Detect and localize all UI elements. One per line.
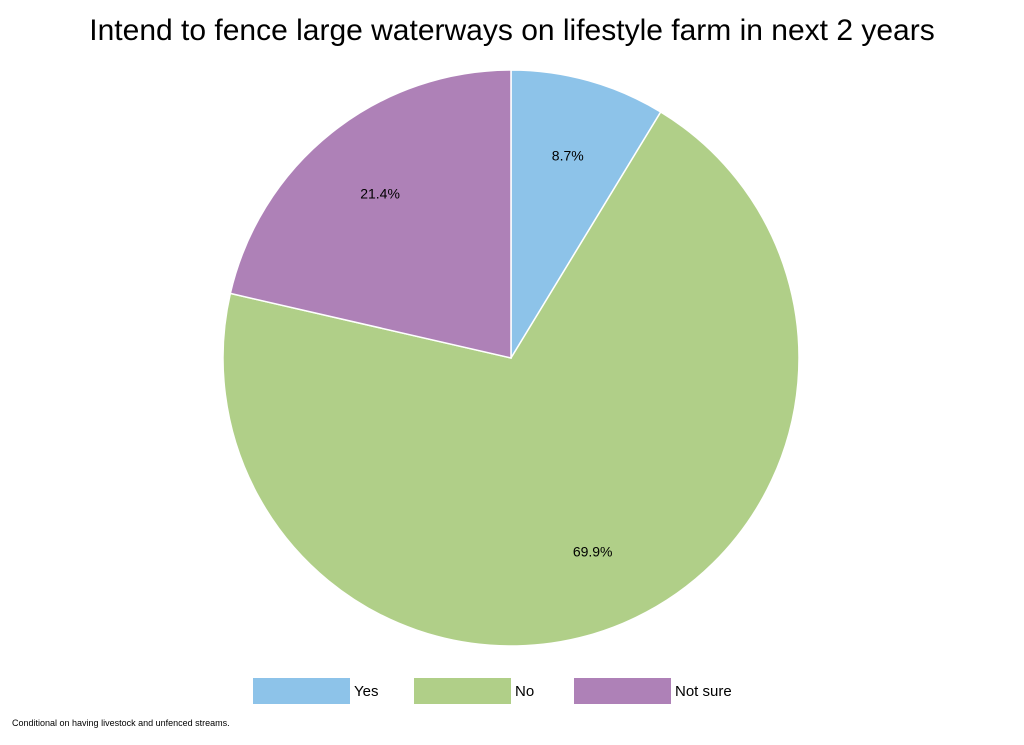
pie-slice-yes (510, 69, 662, 361)
legend-swatch-no (414, 678, 511, 704)
legend-label-no: No (515, 682, 535, 700)
legend: Yes No Not sure (0, 678, 1024, 704)
legend-label-not-sure: Not sure (675, 682, 732, 700)
pie-slices (222, 69, 800, 647)
data-label-not-sure: 21.4% (360, 186, 400, 202)
legend-item-yes: Yes (253, 678, 378, 704)
legend-item-not-sure: Not sure (574, 678, 732, 704)
data-label-no: 69.9% (573, 544, 613, 560)
pie-data-labels: 8.7% 69.9% 21.4% (360, 148, 612, 560)
legend-swatch-not-sure (574, 678, 671, 704)
pie-slice-no (222, 110, 800, 647)
pie-chart: 8.7% 69.9% 21.4% (222, 69, 800, 647)
legend-swatch-yes (253, 678, 350, 704)
chart-title: Intend to fence large waterways on lifes… (89, 14, 935, 47)
legend-item-no: No (414, 678, 534, 704)
data-label-yes: 8.7% (552, 148, 584, 164)
pie-slice-not-sure (229, 69, 512, 359)
legend-label-yes: Yes (354, 682, 379, 700)
footnote: Conditional on having livestock and unfe… (12, 718, 230, 728)
